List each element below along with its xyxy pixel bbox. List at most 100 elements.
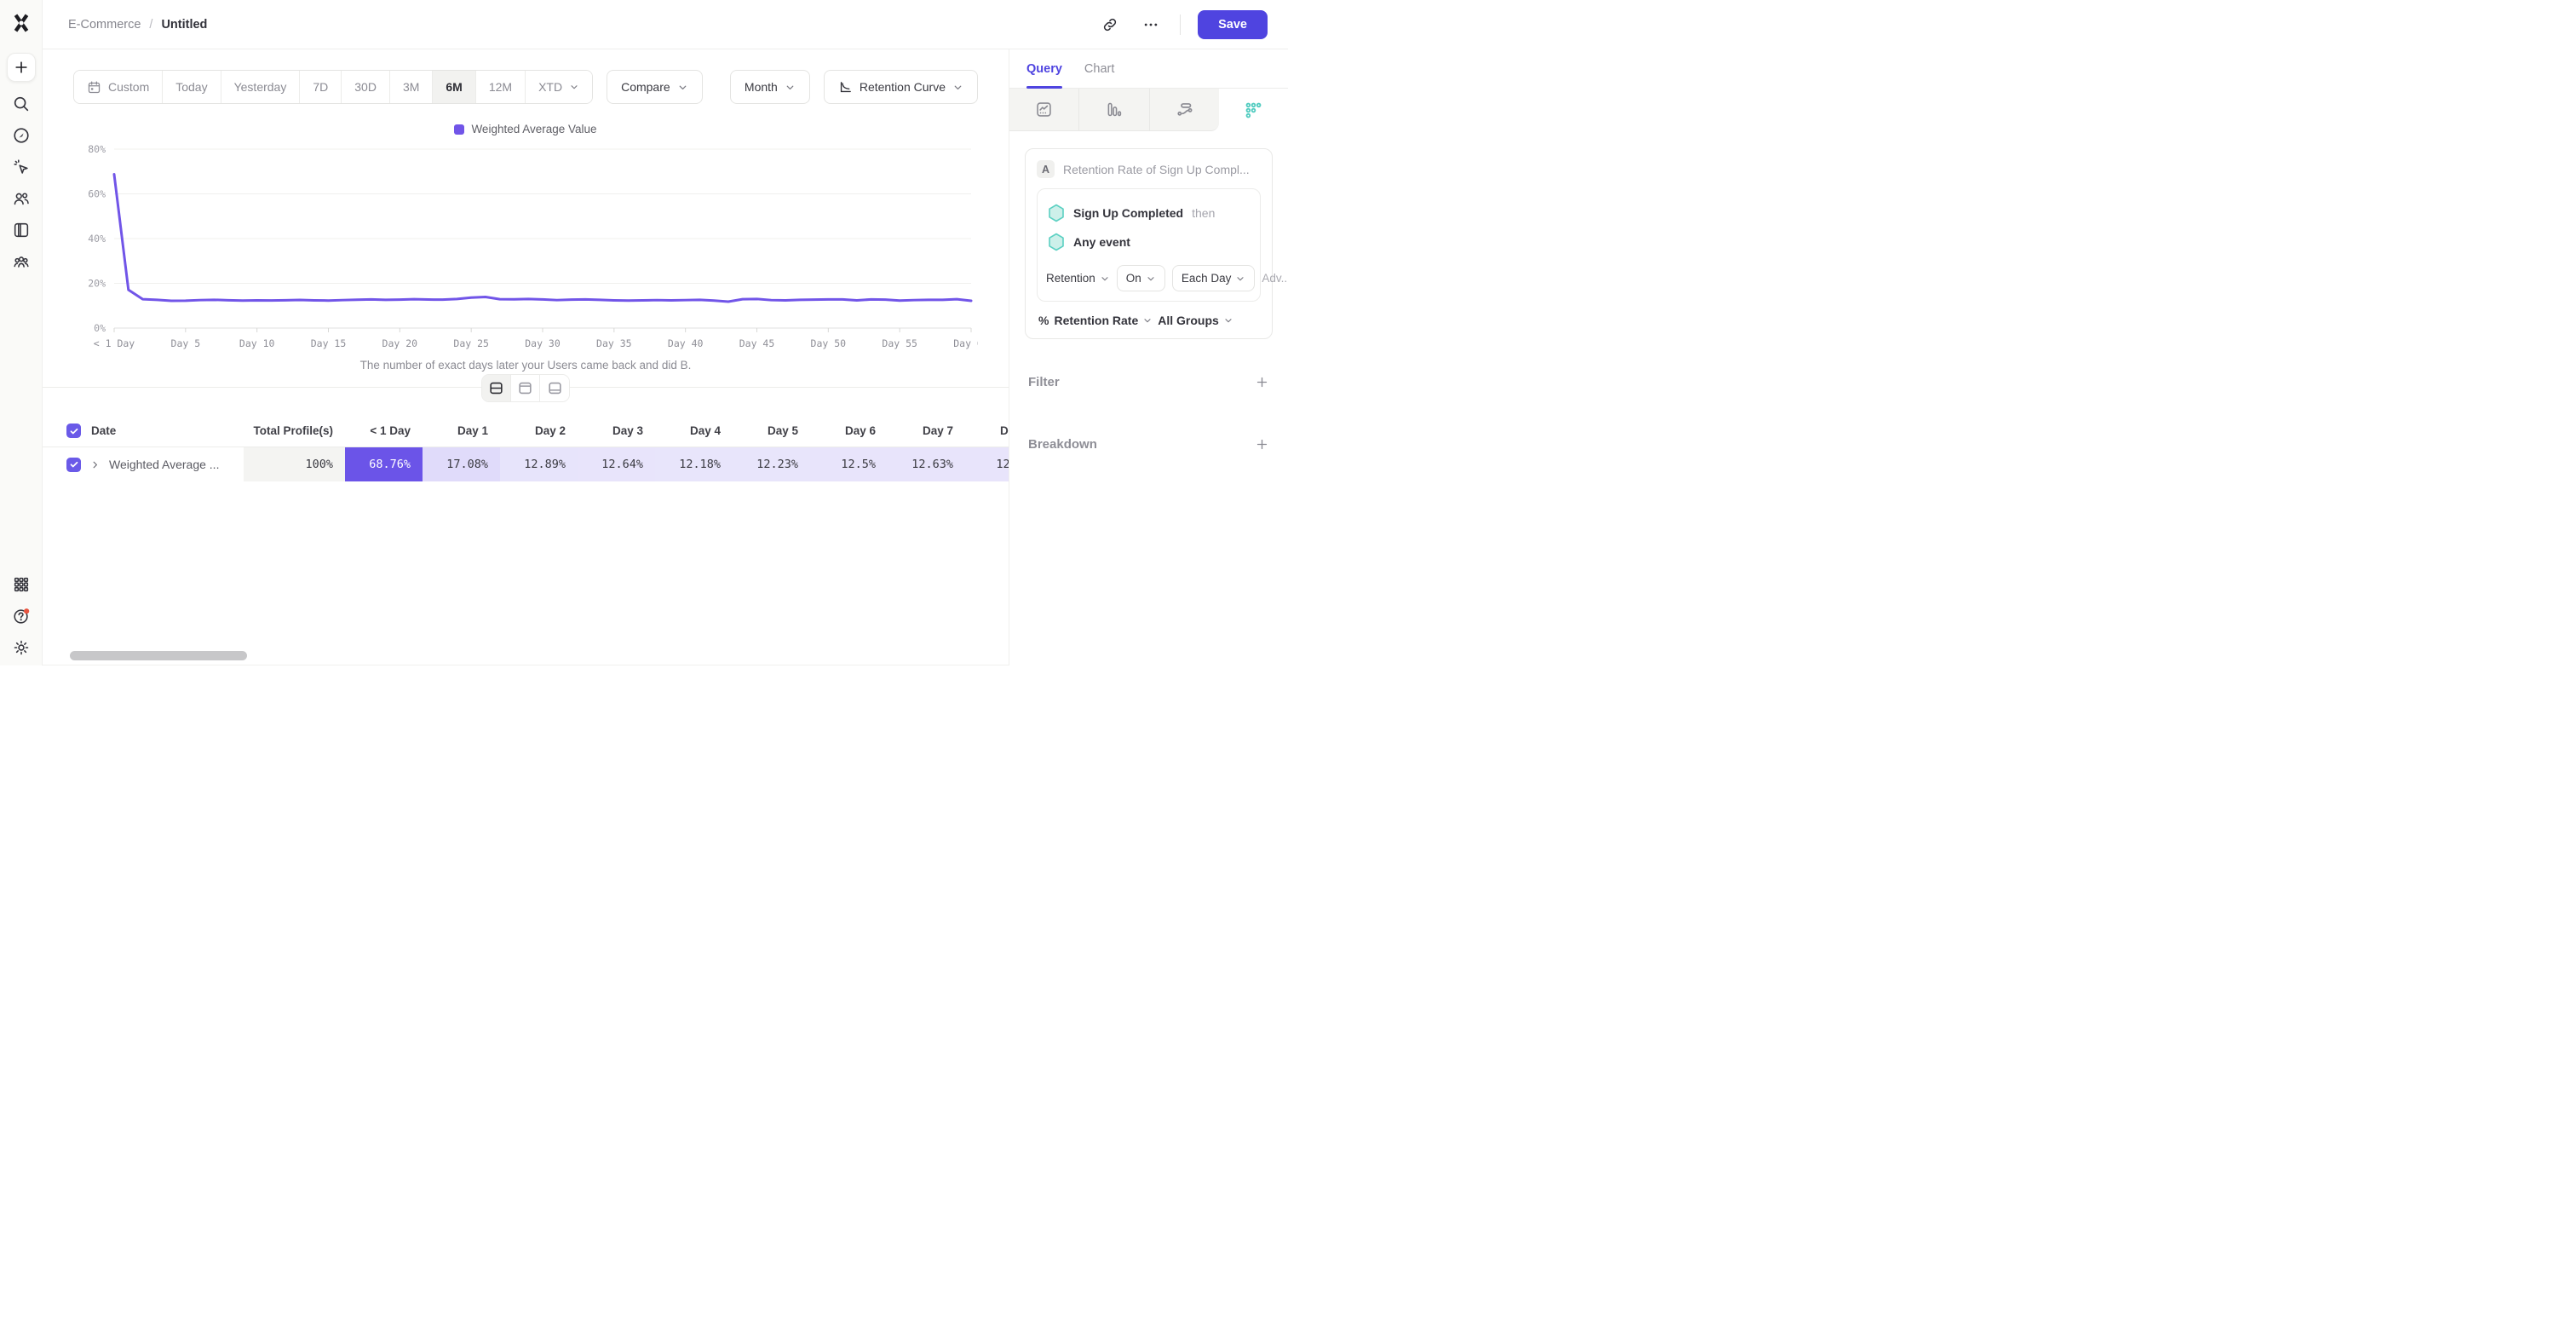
copy-link-icon[interactable] xyxy=(1098,13,1122,37)
more-options-icon[interactable] xyxy=(1139,13,1163,37)
column-header-day-6[interactable]: Day 6 xyxy=(844,424,876,437)
boards-icon[interactable] xyxy=(12,221,31,239)
cell-day-8[interactable]: 12.4% xyxy=(965,447,1009,481)
report-canvas: Custom Today Yesterday 7D 30D 3M 6M 12M XTD Comp… xyxy=(43,49,1009,666)
column-header-day-4[interactable]: Day 4 xyxy=(689,424,721,437)
column-header-total-profile-s-[interactable]: Total Profile(s) xyxy=(253,424,333,437)
chart-type-dropdown[interactable]: Retention Curve xyxy=(823,70,978,104)
x-axis-tick-label: Day 30 xyxy=(525,337,561,349)
tab-query[interactable]: Query xyxy=(1026,49,1062,89)
explore-compass-icon[interactable] xyxy=(12,126,31,145)
granularity-dropdown[interactable]: Month xyxy=(729,70,810,104)
measure-dropdown[interactable]: Retention Rate xyxy=(1054,314,1153,327)
expand-row-chevron-icon[interactable] xyxy=(89,459,101,470)
view-toggle-group xyxy=(481,374,570,402)
x-axis-tick-label: Day 25 xyxy=(453,337,489,349)
retention-on-dropdown[interactable]: On xyxy=(1116,265,1165,291)
interval-dropdown[interactable]: Each Day xyxy=(1171,265,1256,291)
breadcrumb-project[interactable]: E-Commerce xyxy=(68,17,141,32)
second-event-row[interactable]: Any event xyxy=(1046,228,1251,256)
date-range-7d[interactable]: 7D xyxy=(300,71,342,103)
funnels-tab[interactable] xyxy=(1079,89,1150,131)
date-range-3m[interactable]: 3M xyxy=(389,71,434,103)
second-event-name: Any event xyxy=(1073,235,1130,249)
first-event-row[interactable]: Sign Up Completed then xyxy=(1046,199,1251,228)
apps-grid-icon[interactable] xyxy=(12,575,31,594)
select-all-checkbox[interactable] xyxy=(66,424,81,438)
cell-total-profiles[interactable]: 100% xyxy=(244,447,345,481)
cell-day-7[interactable]: 12.63% xyxy=(888,447,965,481)
column-header-day-8[interactable]: Day 8 xyxy=(999,424,1009,437)
table-only-view-button[interactable] xyxy=(540,375,569,401)
cell-day-4[interactable]: 12.18% xyxy=(655,447,733,481)
column-header-date[interactable]: Date xyxy=(91,424,117,437)
funnels-icon xyxy=(1107,102,1122,117)
flows-tab[interactable] xyxy=(1149,89,1219,131)
retention-chart: 0% 20% 40% 60% 80% < 1 Day Day 5 Day 10 Day 15 Da… xyxy=(73,142,978,372)
event-hexagon-icon xyxy=(1049,204,1064,222)
y-axis-tick-label: 20% xyxy=(88,278,106,290)
date-range-custom[interactable]: Custom xyxy=(74,71,164,103)
events-cursor-icon[interactable] xyxy=(12,158,31,176)
breadcrumb-report-title[interactable]: Untitled xyxy=(161,17,208,32)
first-event-name: Sign Up Completed xyxy=(1073,206,1184,220)
x-axis-tick-label: Day 35 xyxy=(596,337,632,349)
cohorts-icon[interactable] xyxy=(12,252,31,271)
date-range-yesterday[interactable]: Yesterday xyxy=(221,71,301,103)
row-checkbox[interactable] xyxy=(66,457,81,472)
settings-gear-icon[interactable] xyxy=(12,638,31,657)
date-range-30d[interactable]: 30D xyxy=(342,71,390,103)
date-range-xtd[interactable]: XTD xyxy=(526,71,593,103)
column-header-day-5[interactable]: Day 5 xyxy=(767,424,798,437)
series-line-weighted-average-value[interactable] xyxy=(112,173,973,303)
line-chart-canvas[interactable]: 0% 20% 40% 60% 80% < 1 Day Day 5 Day 10 Day 15 Da… xyxy=(73,142,978,357)
save-button[interactable]: Save xyxy=(1198,9,1268,39)
compare-button[interactable]: Compare xyxy=(607,70,703,104)
search-icon[interactable] xyxy=(12,95,31,113)
cell-day-2[interactable]: 12.89% xyxy=(500,447,578,481)
flows-icon xyxy=(1177,103,1193,116)
report-type-tabs xyxy=(1009,89,1288,131)
cell-day-1[interactable]: 17.08% xyxy=(423,447,500,481)
groups-dropdown[interactable]: All Groups xyxy=(1158,314,1233,327)
advanced-dropdown[interactable]: Adv... xyxy=(1262,272,1288,285)
column-header-day-3[interactable]: Day 3 xyxy=(612,424,643,437)
cell-day-6[interactable]: 12.5% xyxy=(810,447,888,481)
legend-label: Weighted Average Value xyxy=(471,123,597,135)
cell-day-5[interactable]: 12.23% xyxy=(733,447,810,481)
breakdown-section[interactable]: Breakdown xyxy=(1025,437,1273,452)
cell--1-day[interactable]: 68.76% xyxy=(345,447,423,481)
filter-section[interactable]: Filter xyxy=(1025,375,1273,389)
horizontal-scrollbar[interactable] xyxy=(70,651,247,660)
chart-legend[interactable]: Weighted Average Value xyxy=(43,123,1009,135)
users-icon[interactable] xyxy=(12,189,31,208)
query-step-card: A Retention Rate of Sign Up Compl... Sig… xyxy=(1025,148,1288,339)
column-header-day-2[interactable]: Day 2 xyxy=(534,424,566,437)
row-label[interactable]: Weighted Average ... xyxy=(109,458,220,471)
add-filter-icon xyxy=(1256,377,1268,388)
date-range-12m[interactable]: 12M xyxy=(475,71,526,103)
insights-tab[interactable] xyxy=(1009,89,1080,131)
create-new-button[interactable] xyxy=(6,53,36,82)
date-range-today[interactable]: Today xyxy=(163,71,221,103)
column-header-day-1[interactable]: Day 1 xyxy=(457,424,488,437)
calendar-icon xyxy=(88,80,101,93)
y-axis-tick-label: 0% xyxy=(94,322,106,334)
retention-type-dropdown[interactable]: Retention xyxy=(1046,272,1110,285)
filter-label: Filter xyxy=(1028,375,1060,389)
step-title[interactable]: Retention Rate of Sign Up Compl... xyxy=(1063,162,1250,176)
chart-only-view-button[interactable] xyxy=(511,375,540,401)
report-toolbar: Custom Today Yesterday 7D 30D 3M 6M 12M XTD Comp… xyxy=(73,70,978,104)
check-icon xyxy=(70,461,78,468)
mixpanel-logo[interactable] xyxy=(10,12,32,34)
help-icon[interactable] xyxy=(12,607,31,625)
column-header--1-day[interactable]: < 1 Day xyxy=(370,424,411,437)
retention-tab[interactable] xyxy=(1218,89,1288,131)
split-view-button[interactable] xyxy=(482,375,511,401)
table-row: Weighted Average ... 100% 68.76% 17.08% 12.… xyxy=(43,447,1009,481)
tab-chart[interactable]: Chart xyxy=(1084,61,1115,76)
x-axis-tick-label: Day 50 xyxy=(811,337,847,349)
date-range-6m[interactable]: 6M xyxy=(433,71,476,103)
cell-day-3[interactable]: 12.64% xyxy=(578,447,655,481)
column-header-day-7[interactable]: Day 7 xyxy=(922,424,953,437)
